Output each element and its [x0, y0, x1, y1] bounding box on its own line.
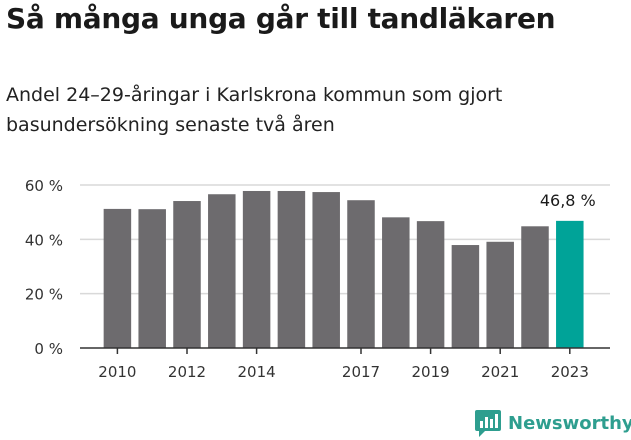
- bar-2011[interactable]: [138, 209, 166, 348]
- newsworthy-brand[interactable]: Newsworthy: [474, 406, 631, 440]
- bar-2010[interactable]: [103, 208, 132, 348]
- x-tick-label: 2012: [168, 363, 206, 381]
- x-tick-label: 2023: [551, 363, 589, 381]
- newsworthy-logo-icon: [475, 410, 501, 437]
- bar-2018[interactable]: [382, 217, 410, 348]
- bar-2013[interactable]: [208, 194, 236, 348]
- chart-title: Så många unga går till tandläkaren: [6, 2, 556, 35]
- bar-2019[interactable]: [416, 221, 445, 348]
- x-tick-label: 2014: [238, 363, 276, 381]
- x-tick-label: 2010: [98, 363, 136, 381]
- x-axis-labels: 2010 2012 2014 2017 2019 2021 2023: [98, 348, 589, 381]
- chart-subtitle: Andel 24–29-åringar i Karlskrona kommun …: [6, 84, 503, 136]
- bar-2016[interactable]: [312, 192, 340, 348]
- highlight-value-label: 46,8 %: [540, 191, 596, 210]
- bars: [103, 190, 584, 348]
- bar-2014[interactable]: [242, 190, 271, 348]
- bar-chart: 0 % 20 % 40 % 60 % 2010 2012 2014 2017 2019 2021…: [25, 177, 610, 381]
- bar-2022[interactable]: [521, 226, 549, 348]
- bar-2021[interactable]: [486, 241, 514, 348]
- y-tick-label: 60 %: [25, 177, 63, 195]
- bar-2015[interactable]: [277, 190, 306, 348]
- y-tick-label: 0 %: [34, 340, 63, 358]
- x-tick-label: 2017: [342, 363, 380, 381]
- bar-2023[interactable]: [556, 220, 584, 348]
- bar-2012[interactable]: [173, 201, 201, 348]
- y-axis-labels: 0 % 20 % 40 % 60 %: [25, 177, 63, 358]
- x-tick-label: 2021: [481, 363, 519, 381]
- brand-name: Newsworthy: [508, 412, 631, 434]
- y-tick-label: 20 %: [25, 286, 63, 304]
- bar-2020[interactable]: [451, 245, 480, 348]
- bar-2017[interactable]: [347, 200, 375, 348]
- y-tick-label: 40 %: [25, 231, 63, 249]
- x-tick-label: 2019: [412, 363, 450, 381]
